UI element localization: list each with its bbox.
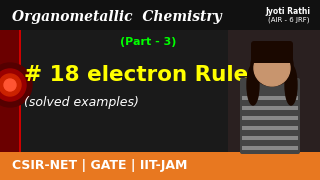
Text: (Part - 3): (Part - 3) xyxy=(120,37,176,47)
Ellipse shape xyxy=(247,65,259,105)
Text: (solved examples): (solved examples) xyxy=(24,96,139,109)
Text: (AIR - 6 JRF): (AIR - 6 JRF) xyxy=(268,17,310,23)
Text: # 18 electron Rule: # 18 electron Rule xyxy=(24,65,248,85)
FancyBboxPatch shape xyxy=(240,78,300,154)
Bar xyxy=(0,0,320,30)
Text: Jyoti Rathi: Jyoti Rathi xyxy=(265,6,310,15)
Circle shape xyxy=(4,79,16,91)
Circle shape xyxy=(251,44,293,86)
Bar xyxy=(228,30,320,152)
Bar xyxy=(242,96,298,100)
Bar xyxy=(242,106,298,110)
Text: Organometallic  Chemistry: Organometallic Chemistry xyxy=(12,10,222,24)
Circle shape xyxy=(0,63,32,107)
FancyBboxPatch shape xyxy=(251,41,293,63)
Circle shape xyxy=(0,74,21,96)
Bar xyxy=(19,30,21,152)
Bar xyxy=(242,136,298,140)
Text: CSIR-NET | GATE | IIT-JAM: CSIR-NET | GATE | IIT-JAM xyxy=(12,159,188,172)
Bar xyxy=(0,152,320,180)
Circle shape xyxy=(254,50,290,86)
Bar xyxy=(0,30,20,152)
Ellipse shape xyxy=(285,65,297,105)
Circle shape xyxy=(0,69,26,101)
Bar xyxy=(242,126,298,130)
Bar xyxy=(242,116,298,120)
Bar xyxy=(242,146,298,150)
